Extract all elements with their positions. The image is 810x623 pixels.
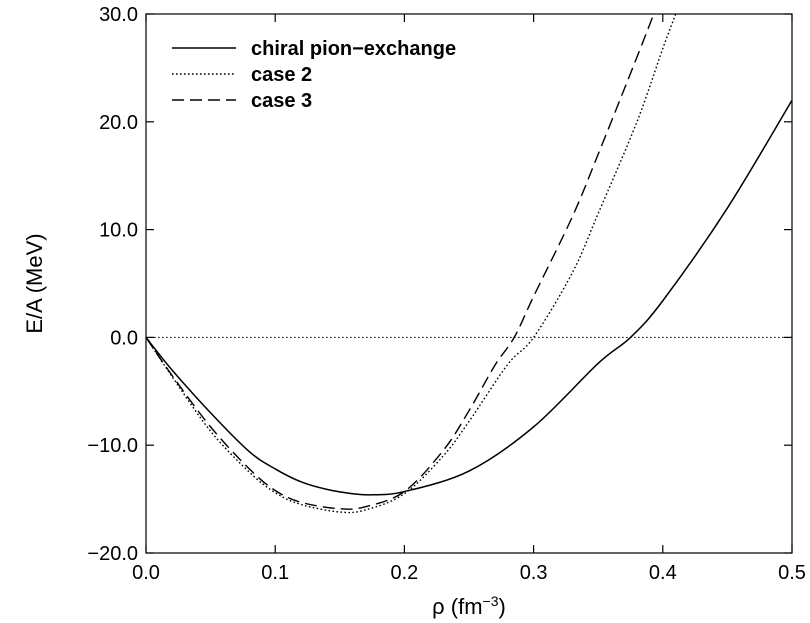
legend: chiral pion−exchange case 2 case 3 bbox=[172, 38, 456, 112]
series-case-2-line bbox=[146, 14, 677, 514]
series-case-3-legend-label: case 3 bbox=[251, 90, 312, 112]
tick-labels: 0.0 0.1 0.2 0.3 0.4 0.5 −20.0 −10.0 0.0 10.0 20.0 3… bbox=[87, 4, 806, 584]
ticks bbox=[145, 13, 793, 554]
y-tick-label: −10.0 bbox=[87, 435, 138, 457]
y-tick-label: −20.0 bbox=[87, 543, 138, 565]
x-tick-label: 0.1 bbox=[261, 562, 289, 584]
series-chiral-pion-exchange-legend-label: chiral pion−exchange bbox=[251, 38, 456, 60]
x-axis-label-superscript: −3 bbox=[483, 593, 499, 609]
x-axis-label-base: ρ (fm bbox=[432, 594, 482, 619]
x-tick-label: 0.5 bbox=[778, 562, 806, 584]
y-axis-label: E/A (MeV) bbox=[22, 233, 47, 333]
x-axis-label: ρ (fm−3) bbox=[432, 593, 506, 619]
x-axis-label-close: ) bbox=[499, 594, 506, 619]
x-tick-label: 0.3 bbox=[520, 562, 548, 584]
x-tick-label: 0.4 bbox=[649, 562, 677, 584]
plot-content bbox=[146, 14, 792, 514]
y-tick-label: 20.0 bbox=[99, 112, 138, 134]
x-tick-label: 0.2 bbox=[390, 562, 418, 584]
series-case-3-line bbox=[146, 14, 655, 510]
x-tick-label: 0.0 bbox=[132, 562, 160, 584]
series-case-2-legend-label: case 2 bbox=[251, 64, 312, 86]
series-chiral-pion-exchange-line bbox=[146, 99, 792, 496]
plot-frame bbox=[145, 13, 793, 554]
y-tick-label: 30.0 bbox=[99, 4, 138, 26]
y-tick-label: 0.0 bbox=[110, 327, 138, 349]
y-tick-label: 10.0 bbox=[99, 220, 138, 242]
